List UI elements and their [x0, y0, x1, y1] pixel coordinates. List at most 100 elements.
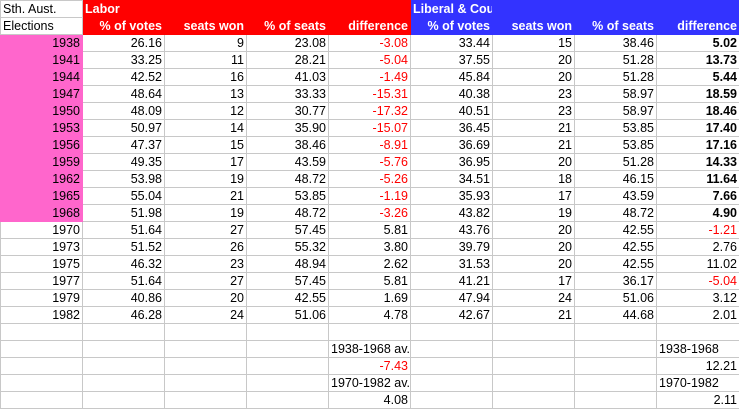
- labor-difference-cell[interactable]: -3.08: [328, 34, 411, 52]
- labor-difference-cell[interactable]: -15.31: [328, 85, 411, 103]
- liberal-votes-cell[interactable]: 35.93: [410, 187, 493, 205]
- labor-summary-cell[interactable]: -7.43: [328, 357, 411, 375]
- labor-votes-cell[interactable]: 53.98: [82, 170, 165, 188]
- liberal-pct-seats-cell[interactable]: 44.68: [574, 306, 657, 324]
- empty-cell[interactable]: [492, 323, 575, 341]
- labor-summary-cell[interactable]: 1970-1982 av.: [328, 374, 411, 392]
- liberal-difference-cell[interactable]: 5.02: [656, 34, 739, 52]
- liberal-votes-cell[interactable]: 47.94: [410, 289, 493, 307]
- liberal-votes-cell[interactable]: 36.45: [410, 119, 493, 137]
- empty-cell[interactable]: [82, 391, 165, 409]
- labor-difference-cell[interactable]: 3.80: [328, 238, 411, 256]
- empty-cell[interactable]: [246, 374, 329, 392]
- liberal-seats-cell[interactable]: 20: [492, 51, 575, 69]
- labor-difference-cell[interactable]: -3.26: [328, 204, 411, 222]
- liberal-header-blank[interactable]: [656, 0, 739, 18]
- liberal-seats-cell[interactable]: 21: [492, 306, 575, 324]
- labor-votes-cell[interactable]: 42.52: [82, 68, 165, 86]
- year-cell[interactable]: 1979: [0, 289, 83, 307]
- liberal-votes-cell[interactable]: 36.69: [410, 136, 493, 154]
- liberal-title[interactable]: Liberal & Country Party: [410, 0, 493, 18]
- labor-votes-cell[interactable]: 46.28: [82, 306, 165, 324]
- liberal-difference-cell[interactable]: -1.21: [656, 221, 739, 239]
- year-cell[interactable]: 1938: [0, 34, 83, 52]
- labor-seats-cell[interactable]: 9: [164, 34, 247, 52]
- empty-cell[interactable]: [164, 357, 247, 375]
- labor-seats-cell[interactable]: 19: [164, 170, 247, 188]
- liberal-difference-cell[interactable]: 2.01: [656, 306, 739, 324]
- labor-pct-seats-cell[interactable]: 48.72: [246, 170, 329, 188]
- liberal-difference-cell[interactable]: 11.02: [656, 255, 739, 273]
- empty-cell[interactable]: [0, 340, 83, 358]
- liberal-difference-cell[interactable]: 13.73: [656, 51, 739, 69]
- labor-difference-cell[interactable]: 2.62: [328, 255, 411, 273]
- liberal-difference-cell[interactable]: 14.33: [656, 153, 739, 171]
- labor-votes-cell[interactable]: 50.97: [82, 119, 165, 137]
- labor-header-blank[interactable]: [164, 0, 247, 18]
- empty-cell[interactable]: [164, 374, 247, 392]
- labor-difference-cell[interactable]: -17.32: [328, 102, 411, 120]
- labor-votes-cell[interactable]: 46.32: [82, 255, 165, 273]
- labor-col-seats[interactable]: seats won: [164, 17, 247, 35]
- labor-seats-cell[interactable]: 21: [164, 187, 247, 205]
- labor-difference-cell[interactable]: -15.07: [328, 119, 411, 137]
- labor-pct-seats-cell[interactable]: 48.94: [246, 255, 329, 273]
- liberal-pct-seats-cell[interactable]: 53.85: [574, 119, 657, 137]
- liberal-pct-seats-cell[interactable]: 46.15: [574, 170, 657, 188]
- labor-difference-cell[interactable]: -5.76: [328, 153, 411, 171]
- liberal-summary-cell[interactable]: 1938-1968: [656, 340, 739, 358]
- empty-cell[interactable]: [82, 374, 165, 392]
- year-cell[interactable]: 1962: [0, 170, 83, 188]
- liberal-votes-cell[interactable]: 40.51: [410, 102, 493, 120]
- empty-cell[interactable]: [574, 374, 657, 392]
- year-cell[interactable]: 1950: [0, 102, 83, 120]
- empty-cell[interactable]: [574, 323, 657, 341]
- liberal-summary-cell[interactable]: 12.21: [656, 357, 739, 375]
- empty-cell[interactable]: [246, 340, 329, 358]
- labor-votes-cell[interactable]: 51.64: [82, 272, 165, 290]
- labor-pct-seats-cell[interactable]: 51.06: [246, 306, 329, 324]
- labor-seats-cell[interactable]: 14: [164, 119, 247, 137]
- liberal-votes-cell[interactable]: 36.95: [410, 153, 493, 171]
- year-cell[interactable]: 1953: [0, 119, 83, 137]
- liberal-votes-cell[interactable]: 43.82: [410, 204, 493, 222]
- liberal-difference-cell[interactable]: 7.66: [656, 187, 739, 205]
- labor-difference-cell[interactable]: 4.78: [328, 306, 411, 324]
- liberal-pct-seats-cell[interactable]: 48.72: [574, 204, 657, 222]
- empty-cell[interactable]: [164, 391, 247, 409]
- liberal-seats-cell[interactable]: 24: [492, 289, 575, 307]
- empty-cell[interactable]: [246, 357, 329, 375]
- year-cell[interactable]: 1970: [0, 221, 83, 239]
- labor-col-pct-seats[interactable]: % of seats: [246, 17, 329, 35]
- labor-header-blank[interactable]: [246, 0, 329, 18]
- empty-cell[interactable]: [164, 340, 247, 358]
- labor-pct-seats-cell[interactable]: 28.21: [246, 51, 329, 69]
- empty-cell[interactable]: [0, 357, 83, 375]
- labor-pct-seats-cell[interactable]: 33.33: [246, 85, 329, 103]
- liberal-pct-seats-cell[interactable]: 51.06: [574, 289, 657, 307]
- labor-summary-cell[interactable]: 4.08: [328, 391, 411, 409]
- year-cell[interactable]: 1965: [0, 187, 83, 205]
- labor-votes-cell[interactable]: 47.37: [82, 136, 165, 154]
- empty-cell[interactable]: [492, 391, 575, 409]
- labor-difference-cell[interactable]: -5.26: [328, 170, 411, 188]
- liberal-difference-cell[interactable]: 4.90: [656, 204, 739, 222]
- liberal-votes-cell[interactable]: 45.84: [410, 68, 493, 86]
- empty-cell[interactable]: [574, 357, 657, 375]
- liberal-votes-cell[interactable]: 34.51: [410, 170, 493, 188]
- year-cell[interactable]: 1941: [0, 51, 83, 69]
- liberal-seats-cell[interactable]: 15: [492, 34, 575, 52]
- labor-seats-cell[interactable]: 16: [164, 68, 247, 86]
- labor-votes-cell[interactable]: 26.16: [82, 34, 165, 52]
- liberal-pct-seats-cell[interactable]: 51.28: [574, 153, 657, 171]
- labor-seats-cell[interactable]: 19: [164, 204, 247, 222]
- liberal-pct-seats-cell[interactable]: 51.28: [574, 68, 657, 86]
- labor-seats-cell[interactable]: 27: [164, 272, 247, 290]
- labor-votes-cell[interactable]: 40.86: [82, 289, 165, 307]
- liberal-difference-cell[interactable]: 18.46: [656, 102, 739, 120]
- labor-difference-cell[interactable]: -1.49: [328, 68, 411, 86]
- liberal-col-votes[interactable]: % of votes: [410, 17, 493, 35]
- liberal-seats-cell[interactable]: 18: [492, 170, 575, 188]
- labor-votes-cell[interactable]: 51.98: [82, 204, 165, 222]
- liberal-difference-cell[interactable]: 18.59: [656, 85, 739, 103]
